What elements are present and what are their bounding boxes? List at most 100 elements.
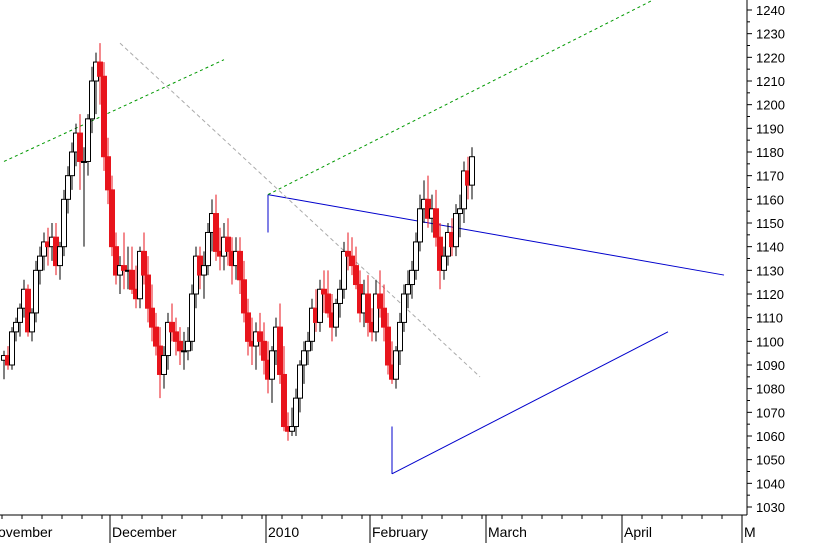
candle-body-up [9, 331, 15, 366]
candle [105, 137, 111, 205]
y-tick-label: 1130 [756, 263, 784, 278]
candle-body-up [461, 170, 467, 210]
candle [373, 279, 379, 342]
candle [165, 312, 171, 370]
candle [353, 246, 359, 290]
candle [245, 298, 251, 356]
candle-body-down [437, 236, 443, 271]
candle [317, 279, 323, 332]
candle-body-down [321, 288, 327, 295]
candle-body-down [177, 340, 183, 352]
candle-body-up [205, 231, 211, 267]
candle [441, 246, 447, 280]
y-tick-label: 1090 [756, 358, 785, 373]
candle [81, 147, 87, 247]
candle-body-up [469, 156, 475, 186]
candle [169, 303, 175, 342]
candle [25, 284, 31, 337]
candle-body-down [101, 75, 107, 158]
candle [57, 241, 63, 280]
candle-body-up [405, 284, 411, 295]
candle [29, 308, 35, 342]
candle [177, 327, 183, 365]
candle-body-up [373, 293, 379, 333]
candle [97, 43, 103, 105]
candle-body-up [201, 265, 207, 276]
candle-body-down [97, 61, 103, 77]
candle [393, 346, 399, 389]
candle-body-down [241, 279, 247, 314]
y-tick-label: 1060 [756, 429, 785, 444]
candle-body-up [341, 250, 347, 290]
candle-body-down [25, 288, 31, 333]
x-tick-label: December [112, 524, 177, 540]
candle [237, 237, 243, 294]
y-tick-label: 1110 [756, 311, 783, 326]
candle [241, 260, 247, 323]
trendline-line-1 [391, 331, 669, 475]
candle-body-down [213, 213, 219, 252]
y-tick-label: 1140 [756, 240, 784, 255]
candle-body-down [377, 293, 383, 309]
candle [269, 346, 275, 403]
x-tick-label: March [488, 524, 527, 540]
candle [325, 270, 331, 318]
y-tick-label: 1230 [756, 27, 785, 42]
candle [409, 260, 415, 299]
candle-body-down [113, 246, 119, 276]
candle-body-up [417, 208, 423, 243]
candle [113, 232, 119, 285]
candle-body-down [169, 321, 175, 333]
candle-body-up [409, 269, 415, 286]
candle-body-down [365, 293, 371, 323]
candle-body-down [261, 340, 267, 361]
channel-line-5 [267, 0, 653, 196]
candle [205, 223, 211, 276]
candle [425, 175, 431, 228]
candle-body-up [401, 293, 407, 323]
candle [13, 317, 19, 342]
candle [173, 317, 179, 356]
candle-body-down [129, 269, 135, 290]
candle-body-down [77, 132, 83, 162]
candle-body-down [109, 189, 115, 248]
candle [141, 232, 147, 285]
x-tick-label: April [624, 524, 652, 540]
candle-series [1, 43, 475, 441]
candle [413, 232, 419, 280]
candle [149, 284, 155, 342]
candle [253, 322, 259, 370]
x-tick-label: M [744, 524, 756, 540]
candle [69, 142, 75, 190]
candle [333, 298, 339, 337]
candle [201, 251, 207, 299]
candle-body-down [121, 265, 127, 271]
y-tick-label: 1220 [756, 50, 785, 65]
candle-body-up [165, 321, 171, 357]
candle [365, 275, 371, 337]
candle-body-up [57, 246, 63, 267]
candle [461, 161, 467, 223]
candle-body-up [301, 350, 307, 366]
candle [381, 284, 387, 342]
candle [417, 194, 423, 252]
x-axis: ovember December 2010 February March April M [0, 514, 756, 543]
candle [33, 260, 39, 323]
y-tick-label: 1040 [756, 476, 785, 491]
candle [189, 284, 195, 351]
candle [469, 147, 475, 200]
candle-body-down [349, 255, 355, 267]
candle-body-up [65, 175, 71, 200]
candle [109, 175, 115, 257]
candle-body-up [305, 340, 311, 352]
candle [161, 346, 167, 389]
candle-body-up [309, 307, 315, 342]
x-tick-label: 2010 [268, 524, 299, 540]
candle-body-up [17, 307, 23, 323]
candle-body-down [145, 274, 151, 309]
candle [433, 189, 439, 247]
y-tick-label: 1240 [756, 3, 785, 18]
candle [225, 218, 231, 266]
candle-body-down [277, 326, 283, 375]
